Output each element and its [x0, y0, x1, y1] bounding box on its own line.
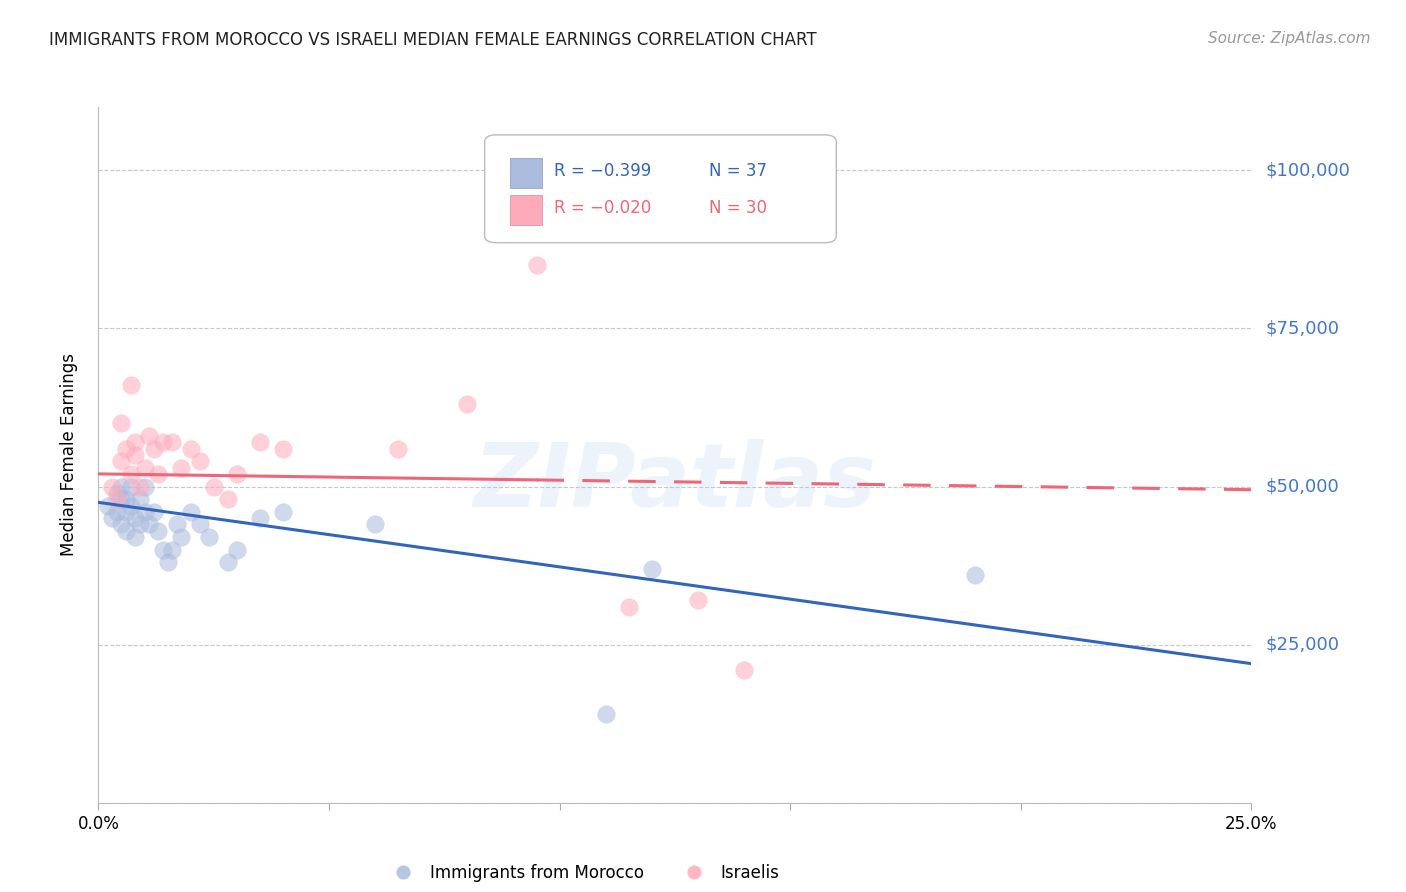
Point [617, 599, 640, 614]
Point [271, 442, 294, 456]
Point [134, 479, 156, 493]
Point [180, 505, 202, 519]
Point [124, 435, 146, 450]
FancyBboxPatch shape [510, 158, 543, 188]
Point [138, 429, 160, 443]
FancyBboxPatch shape [510, 194, 543, 226]
Point [110, 417, 132, 431]
Text: R = −0.020: R = −0.020 [554, 199, 651, 217]
Point [686, 593, 709, 607]
Point [249, 511, 271, 525]
Point [160, 435, 183, 450]
Point [198, 530, 221, 544]
Text: ZIPatlas: ZIPatlas [474, 439, 876, 526]
Point [110, 492, 132, 507]
Point [138, 517, 160, 532]
Text: IMMIGRANTS FROM MOROCCO VS ISRAELI MEDIAN FEMALE EARNINGS CORRELATION CHART: IMMIGRANTS FROM MOROCCO VS ISRAELI MEDIA… [49, 31, 817, 49]
Point [170, 460, 193, 475]
Point [115, 492, 138, 507]
Point [142, 505, 165, 519]
Text: $50,000: $50,000 [1265, 477, 1339, 496]
Point [105, 492, 128, 507]
Point [115, 442, 138, 456]
Point [152, 435, 174, 450]
Text: $25,000: $25,000 [1265, 636, 1340, 654]
Point [148, 524, 170, 538]
Point [115, 505, 138, 519]
Point [110, 454, 132, 468]
Text: $100,000: $100,000 [1265, 161, 1350, 179]
Text: N = 30: N = 30 [710, 199, 768, 217]
Point [152, 542, 174, 557]
Point [134, 505, 156, 519]
Point [180, 442, 202, 456]
Point [110, 517, 132, 532]
Legend: Immigrants from Morocco, Israelis: Immigrants from Morocco, Israelis [380, 857, 786, 888]
Point [641, 562, 664, 576]
Point [963, 568, 986, 582]
Y-axis label: Median Female Earnings: Median Female Earnings [59, 353, 77, 557]
Point [129, 517, 152, 532]
Point [217, 556, 239, 570]
Point [526, 258, 548, 272]
Point [271, 505, 294, 519]
Text: Source: ZipAtlas.com: Source: ZipAtlas.com [1208, 31, 1371, 46]
Point [170, 530, 193, 544]
Point [124, 448, 146, 462]
Point [217, 492, 239, 507]
Point [129, 479, 152, 493]
Point [134, 460, 156, 475]
Point [97, 499, 120, 513]
Point [188, 454, 211, 468]
Point [120, 378, 142, 392]
Point [160, 542, 183, 557]
Point [225, 542, 247, 557]
Point [202, 479, 225, 493]
Point [387, 442, 409, 456]
Text: N = 37: N = 37 [710, 162, 768, 180]
Point [105, 505, 128, 519]
Point [733, 663, 755, 677]
Point [101, 479, 124, 493]
Point [188, 517, 211, 532]
Point [156, 556, 179, 570]
FancyBboxPatch shape [485, 135, 837, 243]
Point [129, 492, 152, 507]
Point [364, 517, 387, 532]
Point [101, 511, 124, 525]
Point [166, 517, 188, 532]
Point [120, 467, 142, 481]
Point [120, 499, 142, 513]
Point [120, 479, 142, 493]
Point [249, 435, 271, 450]
Point [124, 511, 146, 525]
Point [225, 467, 247, 481]
Text: R = −0.399: R = −0.399 [554, 162, 651, 180]
Text: $75,000: $75,000 [1265, 319, 1340, 337]
Point [595, 707, 617, 722]
Point [124, 530, 146, 544]
Point [115, 524, 138, 538]
Point [110, 479, 132, 493]
Point [142, 442, 165, 456]
Point [105, 486, 128, 500]
Point [148, 467, 170, 481]
Point [456, 397, 478, 411]
